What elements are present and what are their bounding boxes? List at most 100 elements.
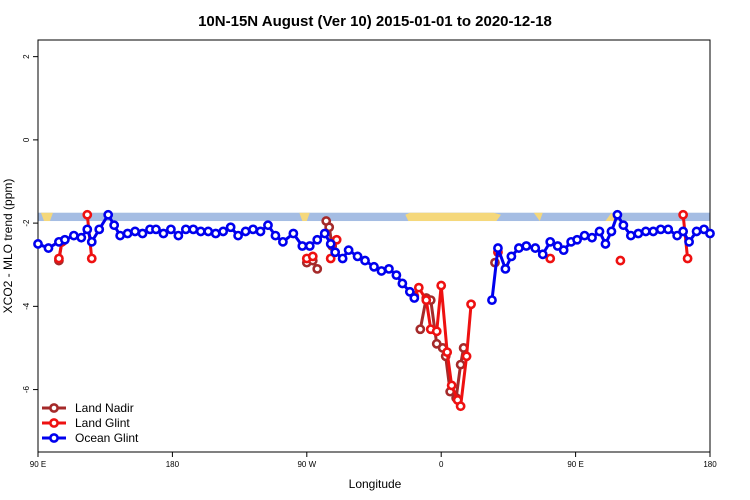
series-land-nadir [54, 216, 500, 403]
chart-title: 10N-15N August (Ver 10) 2015-01-01 to 20… [198, 13, 552, 30]
legend-label-land-nadir: Land Nadir [75, 401, 134, 415]
y-axis-label: XCO2 - MLO trend (ppm) [1, 179, 15, 314]
ocean-glint-point [278, 236, 288, 247]
ocean-glint-point [312, 234, 323, 245]
land-glint-point [442, 347, 453, 358]
y-tick-label: -6 [22, 385, 31, 393]
ocean-glint-point [304, 241, 315, 251]
ocean-glint-point [240, 226, 251, 237]
ocean-glint-point [203, 226, 214, 237]
ocean-glint-point [319, 228, 330, 239]
land-ocean-band [38, 212, 710, 222]
ocean-glint-point [606, 226, 617, 237]
series-layer [33, 209, 715, 412]
land-glint-point [466, 299, 476, 310]
ocean-glint-point [297, 241, 308, 251]
series-ocean-glint [33, 209, 715, 306]
land-glint-point [82, 209, 93, 220]
land-band-segment [299, 212, 310, 222]
ocean-glint-point [33, 239, 43, 249]
land-band-segment [533, 212, 543, 222]
land-nadir-point [312, 263, 323, 274]
x-axis-label: Longitude [349, 477, 402, 491]
ocean-glint-point [360, 255, 370, 266]
ocean-glint-point [545, 236, 556, 247]
land-nadir-point [324, 222, 335, 233]
ocean-glint-point [233, 230, 244, 241]
ocean-glint-point [225, 222, 236, 233]
ocean-glint-point [173, 230, 184, 241]
ocean-glint-point [59, 234, 70, 245]
ocean-glint-point [594, 226, 605, 237]
ocean-glint-point [115, 230, 126, 241]
ocean-glint-point [537, 249, 548, 260]
ocean-glint-point [43, 243, 54, 253]
ocean-glint-point [404, 286, 415, 297]
land-glint-point [615, 255, 626, 266]
ocean-glint-point [600, 239, 611, 249]
ocean-glint-point [587, 232, 597, 243]
ocean-glint-point [384, 263, 394, 274]
ocean-glint-point [151, 224, 161, 235]
ocean-glint-point [166, 224, 176, 235]
land-glint-point [461, 351, 472, 362]
ocean-glint-point [68, 230, 79, 241]
ocean-glint-point [248, 224, 258, 235]
ocean-glint-point [218, 226, 229, 237]
ocean-band [38, 212, 710, 222]
ocean-glint-point [409, 293, 420, 303]
land-band-segment [405, 212, 501, 222]
ocean-glint-point [513, 243, 524, 253]
y-tick-label: -4 [22, 302, 31, 310]
ocean-glint-point [343, 245, 354, 256]
y-tick-label: 0 [22, 137, 31, 142]
ocean-glint-point [691, 226, 702, 237]
ocean-glint-point [263, 220, 273, 231]
ocean-glint-point [109, 220, 120, 231]
ocean-glint-point [122, 228, 133, 239]
land-glint-point [446, 380, 457, 391]
ocean-glint-point [705, 228, 715, 239]
ocean-glint-point [521, 241, 532, 251]
ocean-glint-point [76, 232, 87, 243]
ocean-glint-point [103, 209, 114, 220]
ocean-glint-point [487, 295, 497, 306]
legend-marker-land-glint [49, 418, 59, 428]
land-band-segment [40, 212, 53, 222]
ocean-glint-point [678, 226, 689, 237]
ocean-glint-point [579, 230, 590, 241]
ocean-glint-point [397, 278, 408, 289]
land-glint-point [436, 280, 447, 291]
ocean-glint-point [506, 251, 517, 262]
ocean-glint-point [82, 224, 93, 235]
ocean-glint-point [625, 230, 636, 241]
ocean-glint-point [288, 228, 299, 239]
y-tick-label: -2 [22, 219, 31, 227]
ocean-glint-point [158, 228, 169, 239]
x-tick-label: 90 E [30, 460, 46, 469]
ocean-glint-point [572, 234, 582, 245]
x-tick-label: 180 [703, 460, 717, 469]
y-tick-label: 2 [22, 54, 31, 59]
ocean-glint-point [612, 209, 623, 220]
ocean-glint-point [391, 270, 402, 281]
legend-marker-land-nadir [49, 403, 59, 413]
land-nadir-point [415, 324, 426, 335]
ocean-glint-point [210, 228, 221, 239]
ocean-glint-point [337, 253, 348, 264]
ocean-glint-point [493, 243, 503, 253]
land-glint-point [421, 295, 432, 306]
x-tick-label: 180 [166, 460, 180, 469]
ocean-glint-point [255, 226, 266, 237]
ocean-glint-point [618, 220, 629, 231]
ocean-glint-point [684, 236, 694, 247]
land-glint-point [86, 253, 97, 264]
ocean-glint-point [655, 224, 666, 235]
ocean-glint-point [180, 224, 191, 235]
land-nadir-point [455, 359, 466, 370]
ocean-glint-point [369, 261, 379, 272]
ocean-glint-point [330, 247, 341, 258]
ocean-glint-point [633, 228, 644, 239]
ocean-glint-point [130, 226, 140, 237]
land-glint-point [325, 253, 336, 264]
